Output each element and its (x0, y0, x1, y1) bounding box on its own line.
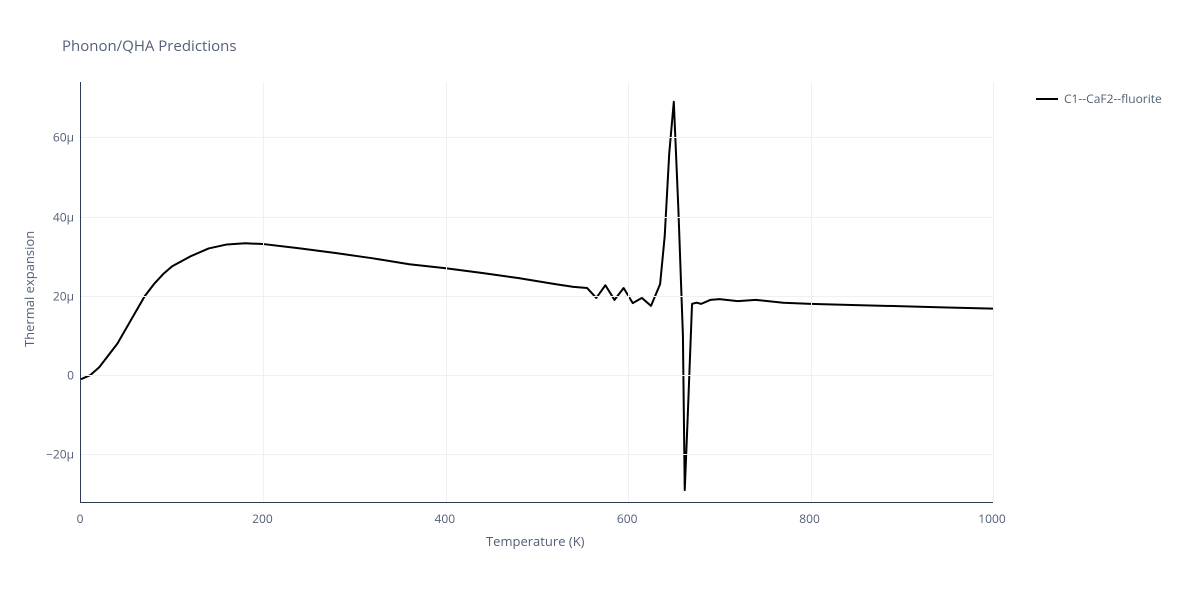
x-tick-label: 0 (77, 510, 84, 527)
gridline-h (81, 375, 993, 376)
y-tick-label: 0 (40, 367, 74, 384)
gridline-h (81, 296, 993, 297)
x-tick-label: 800 (799, 510, 820, 527)
legend-line-icon (1036, 98, 1058, 100)
y-tick-label: 20μ (40, 287, 74, 304)
x-tick-label: 1000 (978, 510, 1005, 527)
plot-area (80, 82, 993, 503)
gridline-v (811, 82, 812, 502)
y-tick-label: 60μ (40, 129, 74, 146)
y-tick-label: −20μ (40, 446, 74, 463)
legend: C1--CaF2--fluorite (1036, 90, 1162, 107)
gridline-h (81, 217, 993, 218)
legend-label: C1--CaF2--fluorite (1064, 90, 1162, 107)
x-axis-label: Temperature (K) (486, 532, 585, 550)
chart-title: Phonon/QHA Predictions (62, 36, 237, 56)
gridline-v (993, 82, 994, 502)
x-tick-label: 600 (617, 510, 638, 527)
y-axis-label: Thermal expansion (20, 231, 38, 347)
x-tick-label: 200 (252, 510, 273, 527)
gridline-v (263, 82, 264, 502)
gridline-h (81, 137, 993, 138)
x-tick-label: 400 (435, 510, 456, 527)
y-tick-label: 40μ (40, 208, 74, 225)
gridline-h (81, 454, 993, 455)
series-line (81, 82, 993, 502)
gridline-v (446, 82, 447, 502)
gridline-v (628, 82, 629, 502)
chart-container: { "chart": { "type": "line", "title": "P… (0, 0, 1200, 600)
